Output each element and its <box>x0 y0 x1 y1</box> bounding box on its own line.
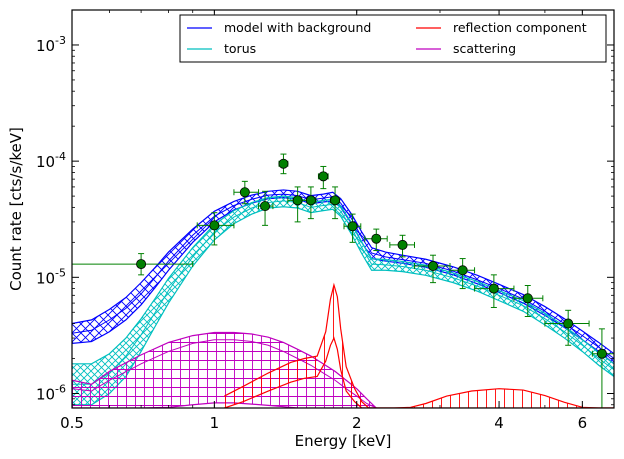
data-marker <box>596 348 607 359</box>
data-points-layer <box>72 153 614 408</box>
y-tick-label: 10-5 <box>36 266 66 287</box>
data-marker <box>136 259 147 270</box>
y-tick-label: 10-6 <box>36 382 66 403</box>
x-tick-label: 2 <box>352 414 362 432</box>
data-marker <box>292 195 303 206</box>
legend-label-reflection: reflection component <box>453 20 587 35</box>
data-marker <box>457 265 468 276</box>
x-tick-label: 6 <box>578 414 588 432</box>
x-tick-label: 1 <box>210 414 220 432</box>
data-marker <box>330 195 341 206</box>
data-point <box>544 309 590 346</box>
legend-entry-model: model with background <box>187 20 371 35</box>
data-point <box>513 285 544 317</box>
series-reflection-component <box>224 282 614 408</box>
upper-line-model-with-background <box>72 189 614 355</box>
band-scattering <box>72 332 377 408</box>
data-point <box>364 228 388 252</box>
data-point <box>287 186 308 223</box>
data-marker <box>305 195 316 206</box>
data-marker <box>488 283 499 294</box>
x-tick-label: 0.5 <box>60 414 84 432</box>
axis-ticks: 0.5 1 2 4 6 10-6 10-5 10-4 10-3 <box>36 9 615 432</box>
data-point <box>474 274 515 308</box>
data-marker <box>563 318 574 329</box>
y-axis-label: Count rate [cts/s/keV] <box>7 127 25 291</box>
data-marker <box>209 220 220 231</box>
data-point <box>278 153 289 175</box>
legend: model with background reflection compone… <box>179 14 607 63</box>
data-point <box>389 234 416 258</box>
data-point <box>258 190 274 226</box>
data-marker <box>371 233 382 244</box>
data-point <box>317 165 329 190</box>
legend-entry-torus: torus <box>187 41 256 56</box>
band-torus <box>72 196 614 405</box>
lower-line-torus <box>72 206 614 406</box>
upper-line-reflection-component <box>224 282 614 408</box>
data-point <box>414 254 451 284</box>
data-point <box>449 258 476 290</box>
y-tick-label: 10-4 <box>36 150 66 171</box>
data-marker <box>347 221 358 232</box>
data-marker <box>318 171 329 182</box>
data-marker <box>278 158 289 169</box>
y-tick-label: 10-3 <box>36 34 66 55</box>
x-axis-label: Energy [keV] <box>295 432 392 450</box>
data-marker <box>522 293 533 304</box>
legend-entry-reflection: reflection component <box>416 20 587 35</box>
legend-box <box>179 14 607 63</box>
data-point <box>329 186 341 220</box>
legend-label-scattering: scattering <box>453 41 516 56</box>
data-marker <box>397 239 408 250</box>
legend-label-model: model with background <box>224 20 371 35</box>
data-marker <box>239 187 250 198</box>
plot-frame <box>71 9 615 409</box>
legend-entry-scattering: scattering <box>416 41 516 56</box>
data-point <box>305 186 317 220</box>
data-marker <box>260 201 271 212</box>
data-point <box>72 253 194 276</box>
x-tick-label: 4 <box>494 414 504 432</box>
series-layer <box>72 189 614 408</box>
lower-line-reflection-component <box>224 336 614 408</box>
data-marker <box>428 261 439 272</box>
data-point <box>196 212 235 246</box>
legend-label-torus: torus <box>224 41 256 56</box>
data-point <box>233 180 260 205</box>
data-point <box>591 328 614 408</box>
lower-line-scattering <box>72 402 377 408</box>
data-point <box>343 213 362 243</box>
